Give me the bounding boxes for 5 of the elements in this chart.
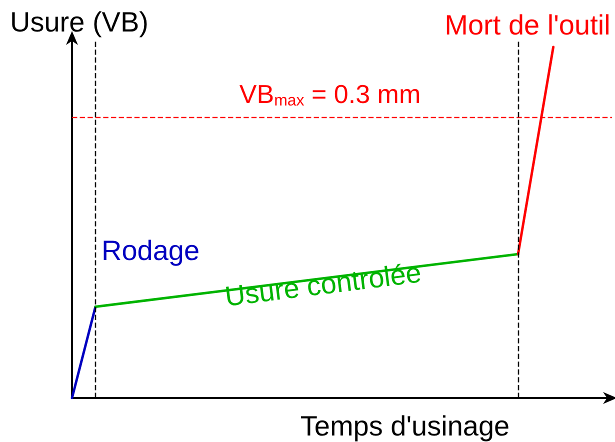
series-label: Mort de l'outil: [444, 10, 610, 41]
x-axis-title: Temps d'usinage: [300, 410, 510, 442]
text: Usure controlée: [223, 256, 423, 312]
series-label: Rodage: [101, 235, 200, 266]
y-axis-title: Usure (VB): [10, 6, 148, 38]
